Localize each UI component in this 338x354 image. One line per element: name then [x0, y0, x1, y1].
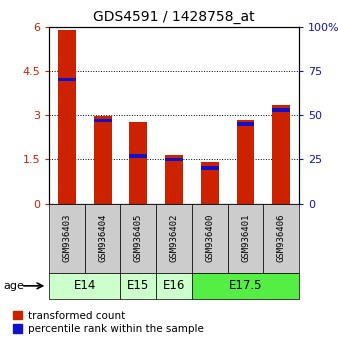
Bar: [237, 122, 255, 126]
Bar: [165, 155, 183, 204]
Bar: [201, 162, 219, 204]
Text: age: age: [3, 281, 24, 291]
Bar: [94, 119, 112, 122]
Bar: [192, 204, 228, 273]
Bar: [120, 273, 156, 299]
Bar: [201, 166, 219, 170]
Bar: [156, 204, 192, 273]
Text: GSM936404: GSM936404: [98, 214, 107, 262]
Bar: [129, 122, 147, 204]
Title: GDS4591 / 1428758_at: GDS4591 / 1428758_at: [93, 10, 255, 24]
Bar: [94, 116, 112, 204]
Text: E17.5: E17.5: [229, 279, 262, 292]
Bar: [58, 78, 76, 81]
Text: E14: E14: [74, 279, 96, 292]
Text: E15: E15: [127, 279, 149, 292]
Bar: [58, 29, 76, 204]
Bar: [263, 204, 299, 273]
Text: GSM936401: GSM936401: [241, 214, 250, 262]
Bar: [85, 204, 120, 273]
Bar: [192, 273, 299, 299]
Bar: [228, 204, 263, 273]
Text: GSM936405: GSM936405: [134, 214, 143, 262]
Bar: [49, 204, 85, 273]
Bar: [156, 273, 192, 299]
Bar: [129, 154, 147, 158]
Bar: [165, 158, 183, 161]
Bar: [120, 204, 156, 273]
Text: GSM936402: GSM936402: [170, 214, 178, 262]
Bar: [237, 120, 255, 204]
Bar: [272, 108, 290, 112]
Text: GSM936403: GSM936403: [63, 214, 71, 262]
Bar: [272, 105, 290, 204]
Legend: transformed count, percentile rank within the sample: transformed count, percentile rank withi…: [12, 310, 204, 335]
Text: GSM936406: GSM936406: [277, 214, 286, 262]
Text: E16: E16: [163, 279, 185, 292]
Text: GSM936400: GSM936400: [205, 214, 214, 262]
Bar: [49, 273, 120, 299]
